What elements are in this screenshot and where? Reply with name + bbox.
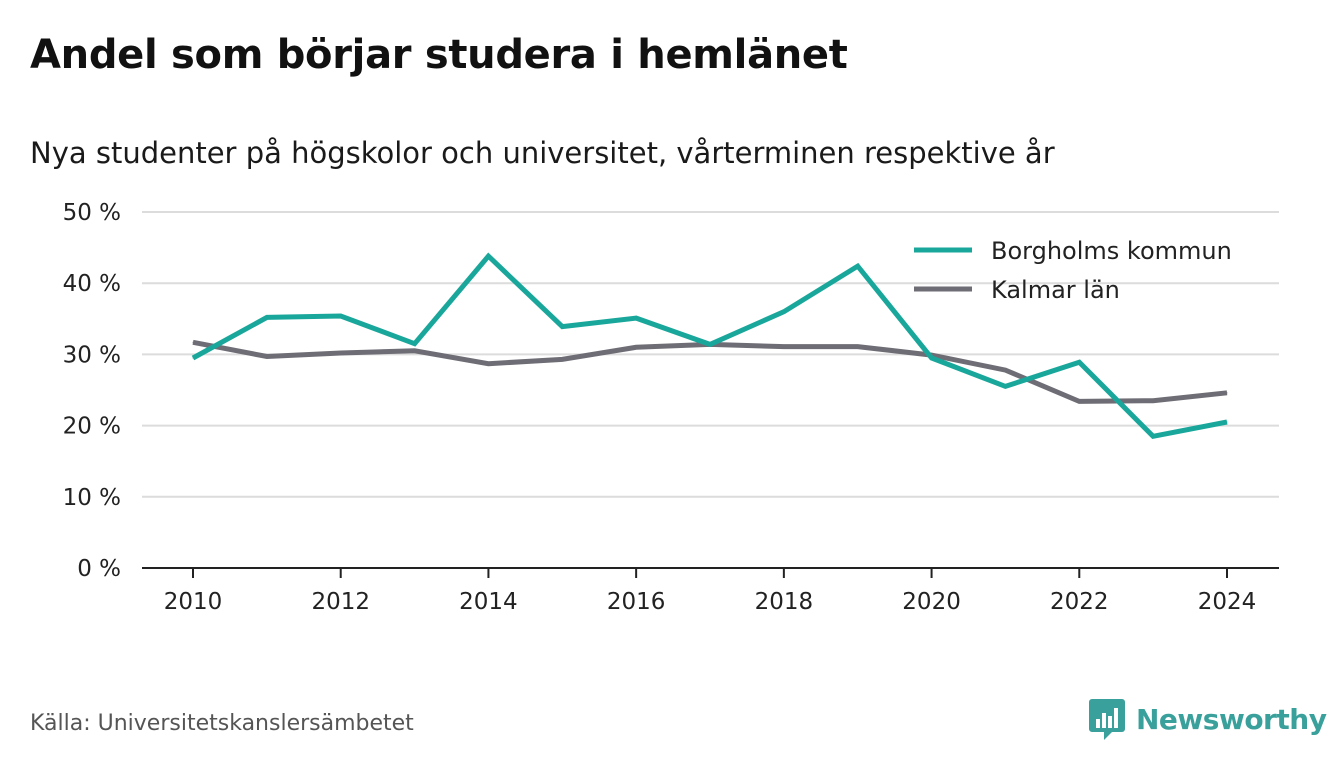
data-point	[635, 317, 637, 319]
series-line-kalmar	[192, 339, 1228, 404]
data-point	[1004, 385, 1006, 387]
newsworthy-logo-icon	[1089, 699, 1125, 740]
legend-label: Kalmar län	[991, 276, 1120, 304]
data-point	[1004, 369, 1006, 371]
source-note: Källa: Universitetskanslersämbetet	[30, 711, 414, 736]
y-tick-label: 10 %	[63, 485, 121, 511]
data-point	[266, 316, 268, 318]
chart-subtitle: Nya studenter på högskolor och universit…	[30, 136, 1055, 170]
x-tick-label: 2012	[311, 589, 370, 615]
y-tick-label: 20 %	[63, 414, 121, 440]
data-point	[1078, 400, 1080, 402]
x-tick-label: 2022	[1050, 589, 1109, 615]
chart-title: Andel som börjar studera i hemlänet	[30, 32, 848, 78]
x-tick-label: 2016	[607, 589, 666, 615]
data-point	[487, 363, 489, 365]
data-point	[340, 315, 342, 317]
x-tick-label: 2010	[164, 589, 223, 615]
legend: Borgholms kommun Kalmar län	[914, 237, 1232, 304]
data-point	[635, 346, 637, 348]
y-axis: 0 % 10 % 20 % 30 % 40 % 50 %	[63, 200, 121, 582]
x-tick-label: 2014	[459, 589, 518, 615]
data-point	[192, 357, 194, 359]
legend-label: Borgholms kommun	[991, 237, 1232, 265]
y-tick-label: 30 %	[63, 342, 121, 368]
data-point	[709, 343, 711, 345]
x-tick-label: 2020	[902, 589, 961, 615]
data-point	[340, 352, 342, 354]
y-tick-label: 40 %	[63, 271, 121, 297]
data-point	[561, 326, 563, 328]
gridlines	[142, 211, 1279, 498]
y-tick-label: 50 %	[63, 200, 121, 226]
data-point	[783, 346, 785, 348]
data-point	[266, 356, 268, 358]
series-lines	[191, 252, 1228, 440]
data-point	[1226, 421, 1228, 423]
x-tick-label: 2024	[1198, 589, 1257, 615]
data-point	[1152, 435, 1154, 437]
data-point	[931, 357, 933, 359]
y-tick-label: 0 %	[77, 556, 121, 582]
x-axis: 2010 2012 2014 2016 2018 2020 2022 2024	[142, 567, 1279, 615]
x-tick-label: 2018	[755, 589, 814, 615]
data-point	[783, 311, 785, 313]
data-point	[192, 341, 194, 343]
data-point	[487, 255, 489, 257]
data-point	[561, 358, 563, 360]
data-point	[414, 350, 416, 352]
brand-logo: Newsworthy	[1088, 697, 1327, 741]
data-point	[1152, 400, 1154, 402]
data-point	[1078, 361, 1080, 363]
data-point	[857, 346, 859, 348]
line-chart: 0 % 10 % 20 % 30 % 40 % 50 % 2010 2012 2014 2016…	[63, 200, 1279, 615]
brand-name: Newsworthy	[1136, 702, 1327, 736]
data-point	[1226, 392, 1228, 394]
data-point	[414, 343, 416, 345]
data-point	[857, 265, 859, 267]
